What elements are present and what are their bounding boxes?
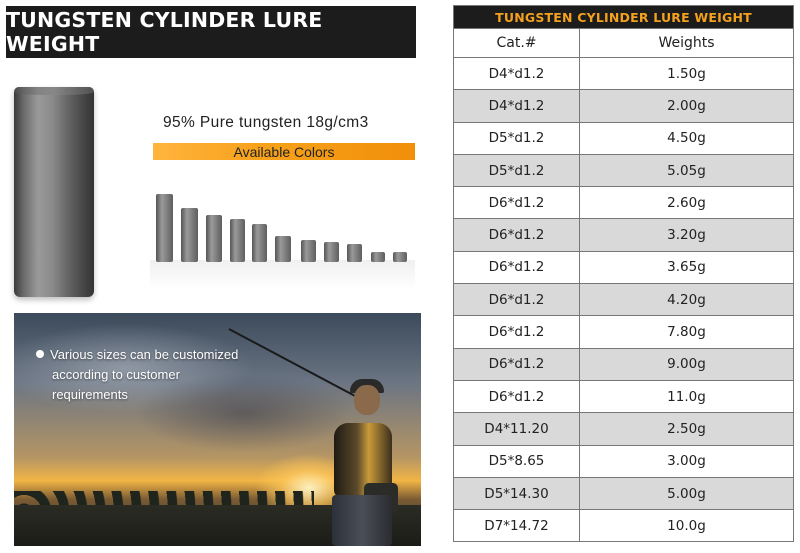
- table-row: D4*11.20 2.50g: [453, 412, 794, 446]
- floor-shadow: [150, 260, 415, 290]
- table-row: D6*d1.2 3.65g: [453, 250, 794, 285]
- cat-cell: D4*11.20: [453, 412, 580, 446]
- table-row: D6*d1.2 7.80g: [453, 315, 794, 349]
- table-row: D5*8.65 3.00g: [453, 444, 794, 478]
- cylinder-sample: [301, 240, 316, 262]
- cylinder-sample: [230, 219, 245, 262]
- column-header-weights: Weights: [579, 28, 794, 58]
- column-header-cat: Cat.#: [453, 28, 580, 58]
- cylinder-sizes-image: [150, 190, 415, 290]
- weight-cell: 4.50g: [579, 121, 794, 155]
- cat-cell: D6*d1.2: [453, 186, 580, 220]
- weight-cell: 5.05g: [579, 153, 794, 188]
- table-title: TUNGSTEN CYLINDER LURE WEIGHT: [453, 5, 794, 29]
- weight-cell: 2.50g: [579, 412, 794, 446]
- caption-line: according to customer: [52, 367, 180, 382]
- weight-cell: 3.20g: [579, 218, 794, 252]
- cylinder-sample: [181, 208, 198, 262]
- cylinder-sample: [206, 215, 222, 262]
- weight-cell: 3.00g: [579, 444, 794, 478]
- weight-cell: 9.00g: [579, 347, 794, 381]
- caption-line: requirements: [52, 387, 128, 402]
- cat-cell: D4*d1.2: [453, 56, 580, 91]
- table-row: D5*d1.2 4.50g: [453, 121, 794, 155]
- weight-cell: 1.50g: [579, 56, 794, 91]
- weight-cell: 2.00g: [579, 89, 794, 123]
- page-title: TUNGSTEN CYLINDER LURE WEIGHT: [6, 6, 416, 58]
- cylinder-sample: [393, 252, 407, 262]
- available-colors-banner: Available Colors: [153, 143, 415, 160]
- cloud: [134, 373, 354, 453]
- angler-figure: [314, 373, 404, 546]
- cat-cell: D6*d1.2: [453, 347, 580, 381]
- purity-text: 95% Pure tungsten 18g/cm3: [163, 114, 369, 131]
- tungsten-cylinder-image: [14, 87, 94, 297]
- cat-cell: D6*d1.2: [453, 315, 580, 349]
- cat-cell: D6*d1.2: [453, 283, 580, 317]
- cat-cell: D7*14.72: [453, 509, 580, 543]
- weight-cell: 3.65g: [579, 250, 794, 285]
- weight-cell: 7.80g: [579, 315, 794, 349]
- cat-cell: D6*d1.2: [453, 218, 580, 252]
- caption-line: Various sizes can be customized: [50, 347, 239, 362]
- cylinder-sample: [252, 224, 267, 262]
- cat-cell: D5*8.65: [453, 444, 580, 478]
- customization-caption: Various sizes can be customized accordin…: [36, 345, 276, 405]
- cylinder-sample: [275, 236, 291, 262]
- cat-cell: D5*d1.2: [453, 153, 580, 188]
- cylinder-sample: [156, 194, 173, 262]
- weight-cell: 5.00g: [579, 476, 794, 511]
- table-row: D6*d1.2 3.20g: [453, 218, 794, 252]
- cat-cell: D6*d1.2: [453, 379, 580, 414]
- table-row: D6*d1.2 2.60g: [453, 186, 794, 220]
- table-row: D5*14.30 5.00g: [453, 476, 794, 511]
- weight-cell: 2.60g: [579, 186, 794, 220]
- table-row: D4*d1.2 1.50g: [453, 56, 794, 91]
- angler-head: [354, 385, 380, 415]
- table-row: D6*d1.2 4.20g: [453, 283, 794, 317]
- table-row: D6*d1.2 11.0g: [453, 379, 794, 414]
- cat-cell: D6*d1.2: [453, 250, 580, 285]
- cylinder-sample: [371, 252, 385, 262]
- table-row: D6*d1.2 9.00g: [453, 347, 794, 381]
- bullet-icon: [36, 350, 44, 358]
- cylinder-sample: [347, 244, 362, 262]
- table-row: D4*d1.2 2.00g: [453, 89, 794, 123]
- weight-cell: 4.20g: [579, 283, 794, 317]
- table-row: D7*14.72 10.0g: [453, 509, 794, 543]
- cat-cell: D4*d1.2: [453, 89, 580, 123]
- angler-legs: [332, 495, 392, 546]
- cat-cell: D5*d1.2: [453, 121, 580, 155]
- weight-cell: 11.0g: [579, 379, 794, 414]
- cat-cell: D5*14.30: [453, 476, 580, 511]
- cylinder-sample: [324, 242, 339, 262]
- table-row: D5*d1.2 5.05g: [453, 153, 794, 188]
- spec-table: TUNGSTEN CYLINDER LURE WEIGHT Cat.# Weig…: [453, 5, 794, 543]
- weight-cell: 10.0g: [579, 509, 794, 543]
- angler-photo: Various sizes can be customized accordin…: [14, 313, 421, 546]
